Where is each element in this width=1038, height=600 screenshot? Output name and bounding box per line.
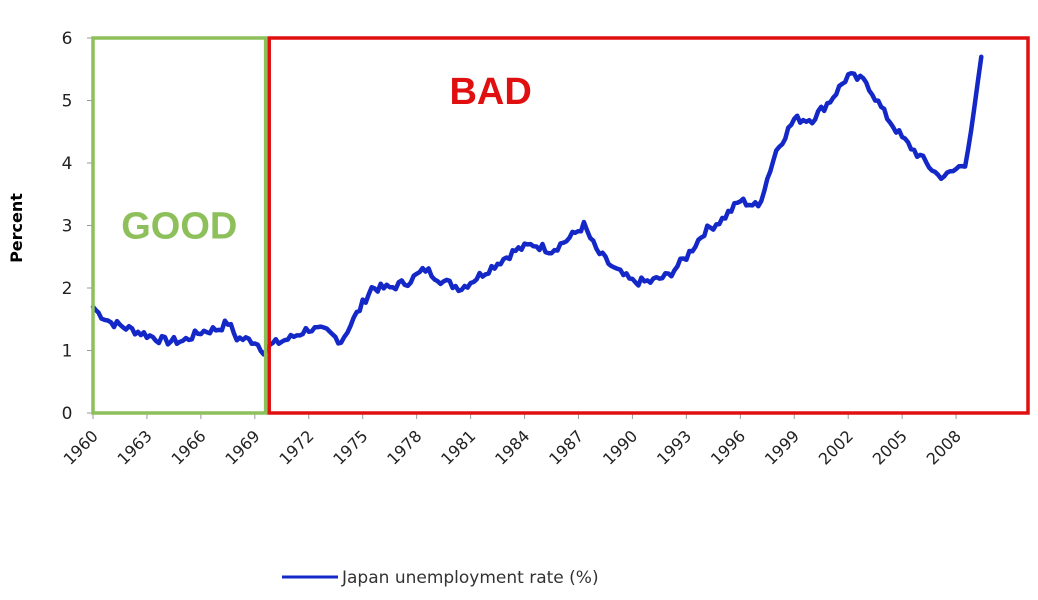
bad-region-box (267, 36, 1030, 415)
x-tick-label: 2008 (923, 426, 965, 468)
x-tick-label: 1996 (707, 426, 749, 468)
x-tick-label: 1972 (275, 426, 317, 468)
x-tick-label: 1999 (761, 426, 803, 468)
y-tick-label: 6 (62, 29, 73, 49)
good-region-label: GOOD (121, 206, 237, 248)
x-tick-label: 1984 (491, 426, 533, 468)
x-tick-label: 1960 (60, 426, 102, 468)
y-tick-label: 5 (62, 92, 73, 112)
x-tick-label: 1990 (599, 426, 641, 468)
x-tick-label: 1981 (437, 426, 479, 468)
x-tick-label: 1966 (167, 426, 209, 468)
y-tick-label: 0 (62, 404, 73, 424)
x-ticks: 1960 1963 1966 1969 1972 1975 1978 1981 1984 1987… (60, 413, 965, 469)
y-tick-label: 4 (62, 154, 73, 174)
x-tick-label: 1993 (653, 426, 695, 468)
good-region-box (91, 36, 268, 415)
y-tick-label: 2 (62, 279, 73, 299)
x-tick-label: 1969 (221, 426, 263, 468)
y-axis-label: Percent (7, 193, 26, 263)
x-tick-label: 1963 (114, 426, 156, 468)
x-tick-label: 2005 (869, 426, 911, 468)
legend: Japan unemployment rate (%) (282, 568, 599, 588)
y-tick-label: 1 (62, 342, 73, 362)
x-tick-label: 1987 (545, 426, 587, 468)
series-line-japan-unemployment (90, 54, 984, 357)
x-tick-label: 1978 (383, 426, 425, 468)
bad-region-label: BAD (449, 71, 531, 113)
x-tick-label: 1975 (329, 426, 371, 468)
x-tick-label: 2002 (815, 426, 857, 468)
y-ticks: 0 1 2 3 4 5 6 (62, 29, 93, 424)
y-tick-label: 3 (62, 217, 73, 237)
legend-label: Japan unemployment rate (%) (341, 568, 599, 588)
